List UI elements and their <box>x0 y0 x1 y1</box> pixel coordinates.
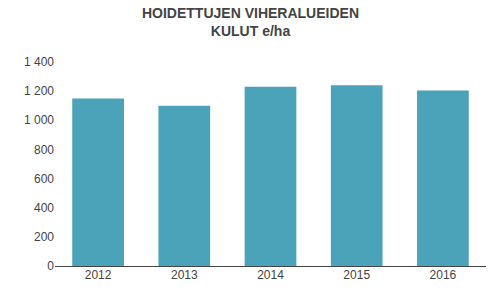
svg-text:200: 200 <box>34 230 54 244</box>
svg-text:2016: 2016 <box>430 268 457 282</box>
svg-text:1 000: 1 000 <box>24 113 54 127</box>
svg-text:2012: 2012 <box>85 268 112 282</box>
svg-text:1 400: 1 400 <box>24 55 54 69</box>
svg-text:HOIDETTUJEN VIHERALUEIDENKULUT: HOIDETTUJEN VIHERALUEIDENKULUT e/ha <box>142 5 359 39</box>
svg-text:2014: 2014 <box>257 268 284 282</box>
svg-text:0: 0 <box>47 259 54 273</box>
svg-text:400: 400 <box>34 201 54 215</box>
svg-text:2013: 2013 <box>171 268 198 282</box>
svg-text:1 200: 1 200 <box>24 84 54 98</box>
svg-text:800: 800 <box>34 143 54 157</box>
svg-text:2015: 2015 <box>343 268 370 282</box>
svg-text:600: 600 <box>34 172 54 186</box>
